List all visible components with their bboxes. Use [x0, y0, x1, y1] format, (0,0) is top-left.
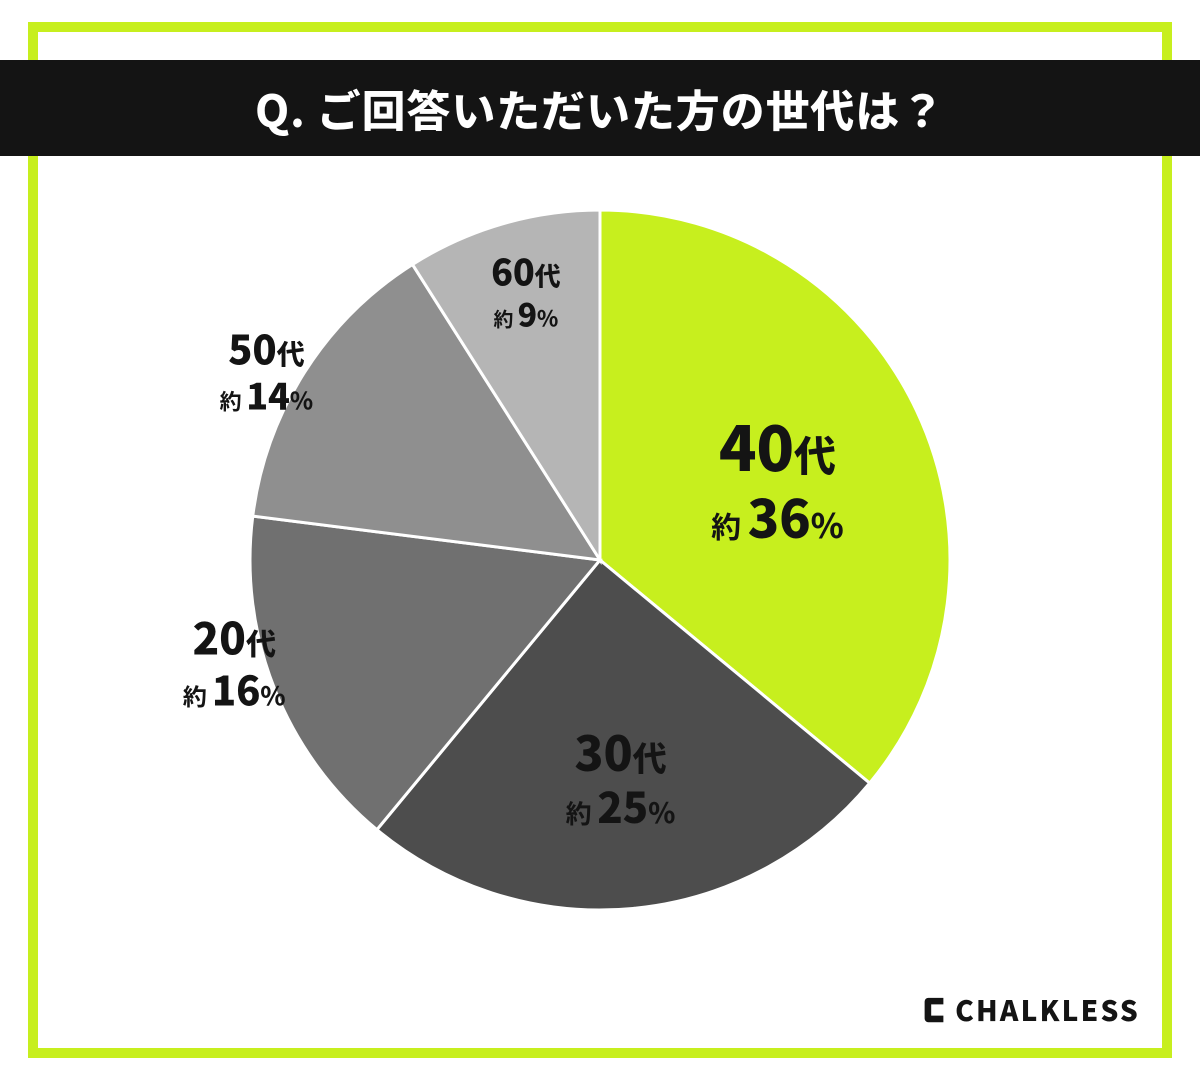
pie-label-50: 50代約 14%: [220, 322, 313, 417]
question-title-bar: Q. ご回答いただいた方の世代は？: [0, 60, 1200, 156]
pie-chart: 40代約 36%30代約 25%20代約 16%50代約 14%60代約 9%: [250, 210, 950, 910]
brand-c-icon: [919, 995, 949, 1025]
brand-text: CHALKLESS: [955, 990, 1140, 1030]
pie-label-20: 20代約 16%: [183, 609, 286, 714]
pie-label-60: 60代約 9%: [491, 248, 560, 333]
brand-logo: CHALKLESS: [919, 990, 1140, 1030]
pie-label-30: 30代約 25%: [566, 720, 676, 833]
question-title-text: Q. ご回答いただいた方の世代は？: [255, 76, 945, 140]
pie-label-40: 40代約 36%: [711, 405, 844, 548]
